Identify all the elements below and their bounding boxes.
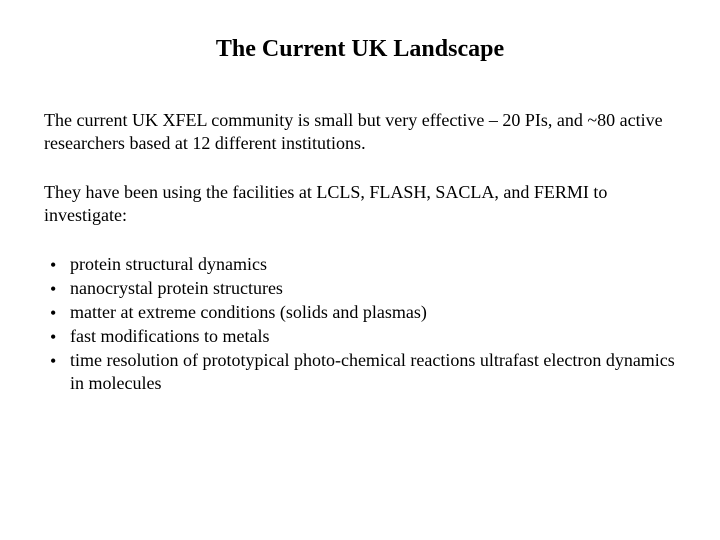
list-item-text: fast modifications to metals: [70, 326, 269, 346]
list-item-text: matter at extreme conditions (solids and…: [70, 302, 427, 322]
intro-paragraph-2: They have been using the facilities at L…: [44, 181, 676, 227]
topic-bullet-list: • protein structural dynamics • nanocrys…: [44, 253, 676, 395]
list-item: • fast modifications to metals: [44, 325, 676, 348]
bullet-icon: •: [50, 254, 56, 277]
list-item-text: protein structural dynamics: [70, 254, 267, 274]
bullet-icon: •: [50, 326, 56, 349]
intro-paragraph-1: The current UK XFEL community is small b…: [44, 109, 676, 155]
list-item-text: nanocrystal protein structures: [70, 278, 283, 298]
bullet-icon: •: [50, 350, 56, 373]
list-item: • time resolution of prototypical photo-…: [44, 349, 676, 395]
bullet-icon: •: [50, 278, 56, 301]
list-item: • nanocrystal protein structures: [44, 277, 676, 300]
list-item: • protein structural dynamics: [44, 253, 676, 276]
bullet-icon: •: [50, 302, 56, 325]
list-item: • matter at extreme conditions (solids a…: [44, 301, 676, 324]
slide-title: The Current UK Landscape: [44, 36, 676, 63]
list-item-text: time resolution of prototypical photo-ch…: [70, 350, 675, 393]
